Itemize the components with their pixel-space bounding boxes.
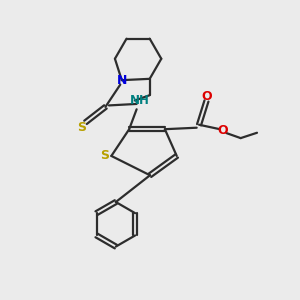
Text: NH: NH [130,94,150,107]
Text: N: N [117,74,127,87]
Text: O: O [218,124,228,137]
Text: O: O [201,90,212,103]
Text: S: S [100,149,109,162]
Text: S: S [77,121,86,134]
